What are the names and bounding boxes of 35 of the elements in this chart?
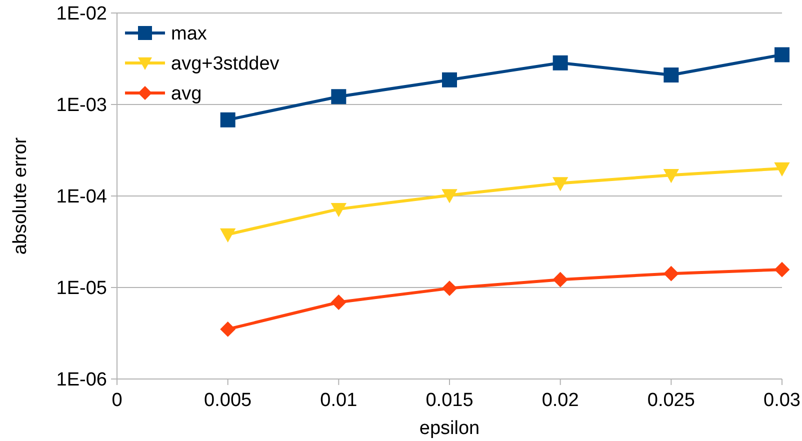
- x-tick-label: 0.02: [542, 390, 579, 411]
- y-tick-label: 1E-06: [56, 370, 107, 391]
- legend-label: avg: [171, 84, 202, 105]
- point: [220, 322, 236, 337]
- point: [664, 266, 679, 282]
- point: [331, 89, 346, 104]
- x-axis-title: epsilon: [419, 418, 480, 439]
- x-tick-label: 0.025: [647, 390, 695, 411]
- point: [220, 112, 236, 128]
- x-tick-label: 0.01: [320, 390, 358, 411]
- x-tick-label: 0.03: [764, 390, 800, 411]
- point: [331, 294, 346, 310]
- point: [774, 162, 790, 176]
- legend-label: max: [171, 24, 208, 45]
- point: [774, 262, 790, 278]
- point: [664, 169, 679, 183]
- point: [552, 272, 568, 288]
- y-tick-label: 1E-04: [56, 186, 108, 208]
- x-tick-label: 0: [112, 390, 122, 411]
- x-tick-label: 0.015: [426, 390, 474, 411]
- point: [442, 189, 457, 203]
- point: [442, 280, 457, 296]
- point: [220, 228, 236, 242]
- point: [774, 47, 790, 62]
- legend-label: avg+3stddev: [171, 54, 280, 75]
- y-tick-label: 1E-02: [56, 4, 107, 25]
- point: [552, 177, 568, 191]
- point: [552, 55, 568, 70]
- y-tick-label: 1E-05: [56, 278, 107, 300]
- point: [664, 68, 679, 83]
- y-axis-title: absolute error: [10, 136, 31, 255]
- y-tick-label: 1E-03: [56, 95, 107, 116]
- x-tick-label: 0.005: [204, 390, 252, 411]
- point: [442, 72, 457, 88]
- point: [331, 202, 346, 217]
